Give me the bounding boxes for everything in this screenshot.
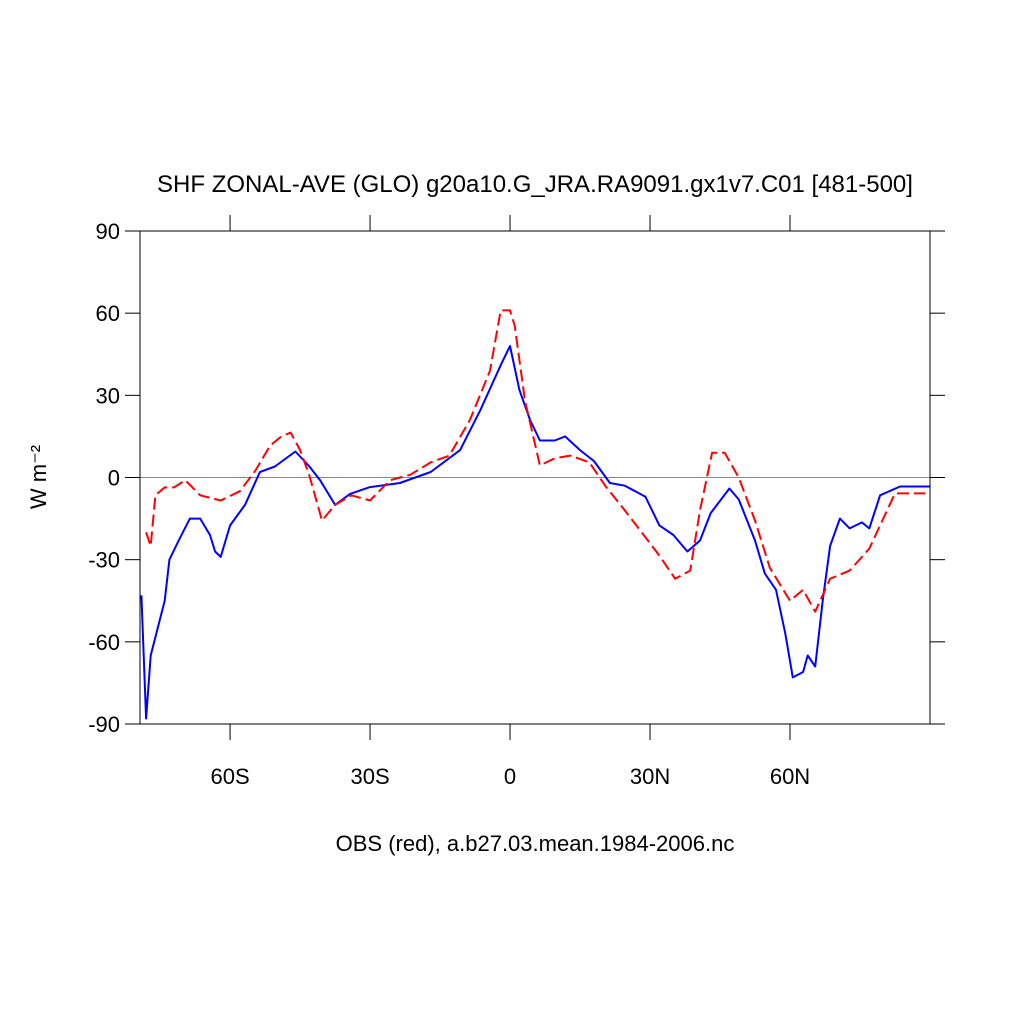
series-line [140,345,930,720]
y-tick-label: 90 [96,219,120,244]
y-tick-label: 60 [96,301,120,326]
plot-frame [139,230,931,725]
x-axis-label: OBS (red), a.b27.03.mean.1984-2006.nc [336,831,735,856]
chart-title: SHF ZONAL-AVE (GLO) g20a10.G_JRA.RA9091.… [157,171,913,198]
x-tick-label: 60N [770,764,810,789]
y-tick-label: 30 [96,383,120,408]
x-tick-label: 30S [350,764,389,789]
y-tick-label: -90 [88,712,120,737]
y-tick-label: -60 [88,630,120,655]
y-tick-label: -30 [88,548,120,573]
series-line [145,309,926,613]
x-tick-label: 0 [504,764,516,789]
y-tick-label: 0 [108,466,120,491]
x-tick-label: 30N [630,764,670,789]
y-axis-label: W m⁻² [26,445,51,509]
x-tick-label: 60S [210,764,249,789]
